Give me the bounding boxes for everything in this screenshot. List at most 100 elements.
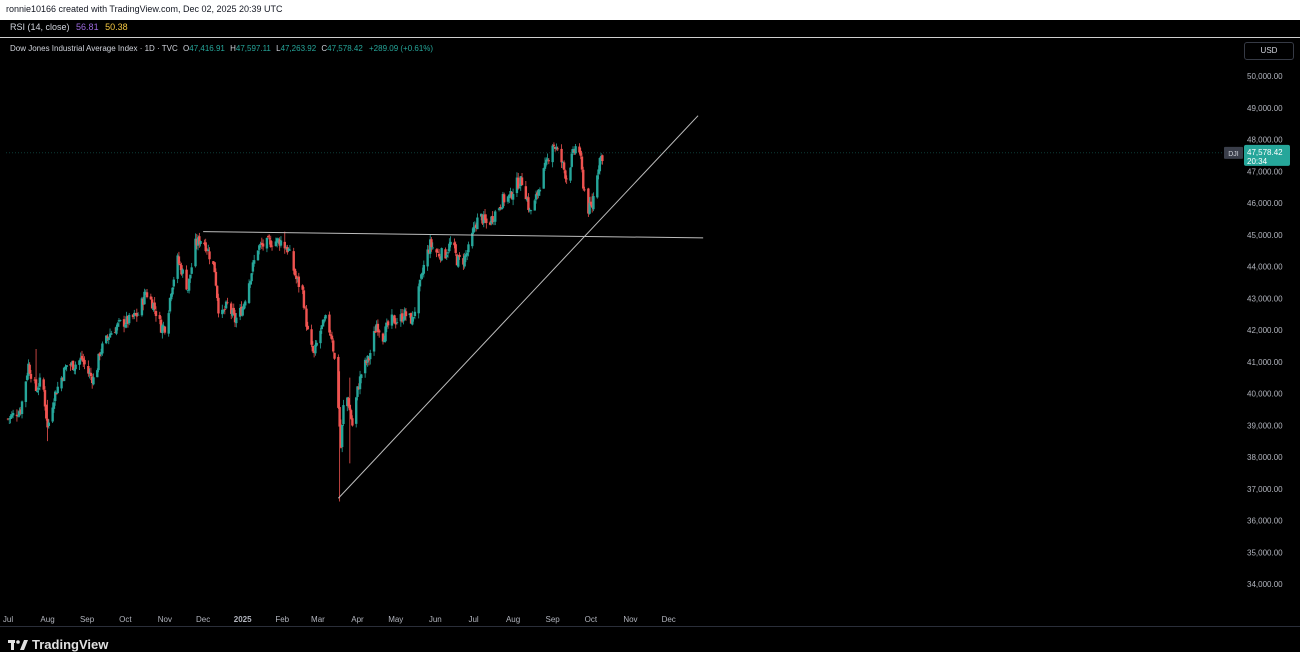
x-tick-label: Dec	[196, 615, 210, 624]
candle-body	[168, 297, 172, 312]
candle-body	[17, 415, 20, 417]
candle-body	[393, 315, 396, 324]
candle-body	[358, 376, 362, 390]
candle-body	[431, 247, 434, 249]
candle-body	[421, 272, 424, 276]
candle-body	[356, 386, 359, 397]
candle-body	[366, 355, 369, 363]
candle-body	[555, 147, 558, 149]
candle-body	[349, 410, 353, 419]
candle-body	[11, 413, 15, 416]
candle-body	[533, 200, 536, 211]
candle-body	[247, 283, 251, 303]
low-value: 47,263.92	[280, 44, 317, 53]
candle-body	[365, 360, 368, 363]
candle-body	[360, 374, 363, 379]
ascending-support-trendline[interactable]	[337, 115, 699, 499]
candle-body	[446, 252, 450, 254]
pane-divider[interactable]	[0, 37, 1300, 38]
candle-body	[454, 244, 457, 253]
candle-body	[71, 360, 75, 371]
candle-body	[240, 306, 243, 316]
candle-body	[439, 257, 442, 260]
candle-body	[569, 167, 572, 181]
candle-body	[235, 317, 238, 324]
candle-body	[324, 315, 327, 319]
candle-body	[579, 150, 582, 156]
candle-body	[319, 330, 322, 344]
candle-body	[464, 254, 468, 257]
candle-body	[363, 359, 367, 374]
candle-body	[509, 190, 512, 196]
horizontal-resistance-trendline[interactable]	[203, 231, 704, 239]
change-value: +289.09 (+0.61%)	[369, 44, 434, 53]
candle-body	[80, 355, 84, 360]
candle-body	[491, 216, 494, 222]
candle-body	[295, 275, 298, 280]
x-tick-label: Nov	[623, 615, 637, 624]
candle-body	[346, 397, 349, 407]
symbol-tag-bg	[1224, 146, 1243, 159]
candle-body	[89, 372, 93, 377]
candle-body	[536, 192, 539, 196]
candle-body	[418, 279, 422, 287]
symbol-legend[interactable]: Dow Jones Industrial Average Index · 1D …	[10, 44, 433, 53]
candle-body	[108, 333, 112, 338]
candle-body	[37, 388, 40, 390]
candle-body	[472, 227, 475, 233]
candle-body	[153, 302, 156, 310]
candle-body	[208, 251, 211, 260]
candle-body	[119, 319, 122, 321]
candle-body	[61, 378, 65, 380]
candle-body	[194, 238, 197, 267]
candle-body	[375, 324, 378, 332]
candle-body	[99, 352, 103, 355]
x-tick-label: May	[388, 615, 403, 624]
candle-body	[408, 313, 411, 316]
rsi-label: RSI (14, close)	[10, 22, 70, 32]
candle-body	[369, 353, 372, 360]
candle-body	[311, 345, 315, 352]
candle-body	[597, 169, 600, 174]
candle-body	[161, 325, 164, 334]
x-tick-label: Jul	[468, 615, 478, 624]
x-tick-label: Sep	[546, 615, 561, 624]
high-value: 47,597.11	[235, 44, 271, 53]
candle-body	[565, 178, 568, 180]
candle-body	[274, 241, 278, 247]
candle-body	[560, 148, 563, 163]
x-tick-label: Sep	[80, 615, 95, 624]
candle-body	[24, 381, 28, 402]
candle-body	[269, 240, 272, 248]
candle-body	[43, 390, 47, 407]
candle-body	[267, 236, 270, 238]
candle-body	[92, 377, 95, 385]
candle-body	[143, 291, 146, 305]
candle-body	[302, 290, 306, 308]
y-tick-label: 49,000.00	[1247, 104, 1283, 113]
candle-body	[73, 368, 76, 371]
currency-button[interactable]: USD	[1244, 42, 1294, 60]
candle-body	[296, 278, 299, 279]
candle-body	[133, 312, 136, 317]
candle-body	[412, 317, 415, 319]
rsi-indicator-row[interactable]: RSI (14, close) 56.81 50.38	[10, 22, 128, 32]
candle-body	[571, 148, 575, 154]
candle-body	[392, 316, 395, 318]
candle-body	[395, 322, 399, 324]
candle-body	[384, 326, 387, 342]
close-value: 47,578.42	[327, 44, 363, 53]
candle-body	[125, 316, 128, 325]
y-tick-label: 36,000.00	[1247, 517, 1283, 526]
candle-body	[306, 325, 309, 330]
candle-body	[222, 310, 225, 312]
candle-body	[238, 307, 242, 317]
candle-body	[524, 186, 528, 200]
candle-body	[297, 276, 301, 287]
candle-body	[98, 353, 102, 357]
x-tick-label: Nov	[158, 615, 172, 624]
candle-body	[232, 307, 235, 314]
candle-body	[29, 373, 33, 379]
candle-body	[502, 194, 506, 203]
